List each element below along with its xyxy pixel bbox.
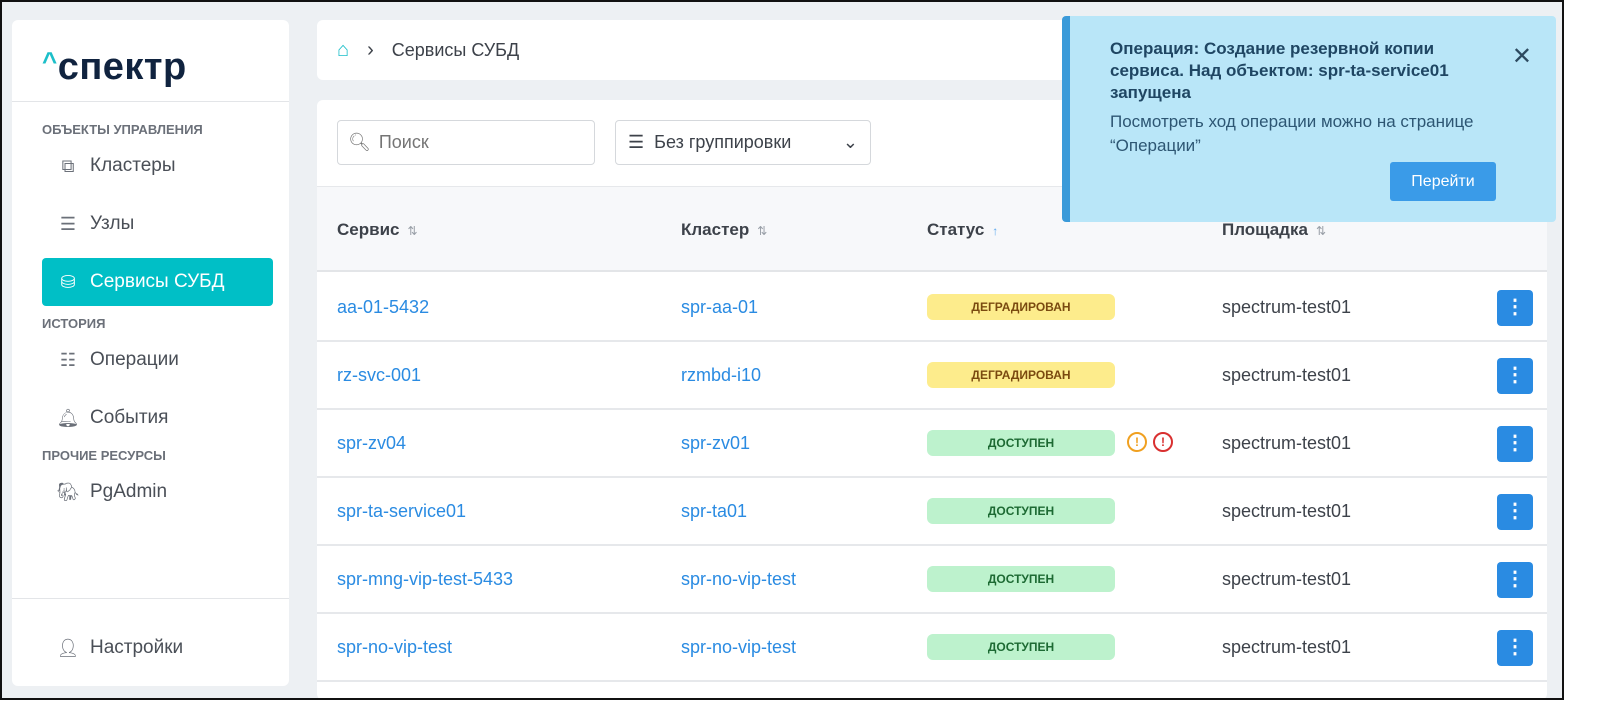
section-title: ИСТОРИЯ <box>42 316 106 331</box>
service-link[interactable]: spr-zv04 <box>337 433 407 453</box>
status-badge: ДОСТУПЕН <box>927 566 1115 592</box>
divider <box>12 598 289 599</box>
site-value: spectrum-test01 <box>1222 433 1352 453</box>
table-row: spr-no-vip-test spr-no-vip-test ДОСТУПЕН… <box>317 614 1547 682</box>
status-badge: ДЕГРАДИРОВАН <box>927 362 1115 388</box>
table-row: aa-01-5432 spr-aa-01 ДЕГРАДИРОВАН spectru… <box>317 274 1547 342</box>
list-icon: ☰ <box>628 132 645 152</box>
site-value: spectrum-test01 <box>1222 501 1352 521</box>
site-value: spectrum-test01 <box>1222 365 1352 385</box>
cluster-link[interactable]: spr-no-vip-test <box>681 637 797 657</box>
label: Операции <box>90 349 179 370</box>
section-title: ОБЪЕКТЫ УПРАВЛЕНИЯ <box>42 122 203 137</box>
table-row: spr-ta-service01 spr-ta01 ДОСТУПЕН spectr… <box>317 478 1547 546</box>
service-link[interactable]: spr-no-vip-test <box>337 637 453 657</box>
status-badge: ДОСТУПЕН <box>927 430 1115 456</box>
app-window: ^спектр ОБЪЕКТЫ УПРАВЛЕНИЯ ⧉ Кластеры ☰ Уз… <box>0 0 1564 700</box>
database-gear-icon: ⛁ <box>60 271 76 292</box>
site-value: spectrum-test01 <box>1222 569 1352 589</box>
row-menu-button[interactable]: ⋮ <box>1497 290 1533 326</box>
elephant-icon: 🐘︎ <box>56 481 80 502</box>
table-row: rz-svc-001 rzmbd-i10 ДЕГРАДИРОВАН spectru… <box>317 342 1547 410</box>
table-row: spr-zv04 spr-zv01 ДОСТУПЕН!! spectrum-tes… <box>317 410 1547 478</box>
sidebar-item-nodes[interactable]: ☰ Узлы <box>42 200 273 248</box>
row-menu-button[interactable]: ⋮ <box>1497 494 1533 530</box>
cluster-link[interactable]: spr-aa-01 <box>681 297 759 317</box>
row-menu-button[interactable]: ⋮ <box>1497 358 1533 394</box>
table-row: spr-mng-vip-test-5433 spr-no-vip-test ДО… <box>317 546 1547 614</box>
go-button[interactable]: Перейти <box>1390 162 1496 201</box>
breadcrumb-current: Сервисы СУБД <box>391 39 520 60</box>
header-status[interactable]: Статус ↑ <box>927 220 999 239</box>
row-menu-button[interactable]: ⋮ <box>1497 562 1533 598</box>
chevron-down-icon: ⌄ <box>842 132 858 152</box>
search-field[interactable]: 🔍︎ <box>337 120 595 165</box>
notification-toast: Операция: Создание резервной копии серви… <box>1062 16 1556 222</box>
cluster-link[interactable]: rzmbd-i10 <box>681 365 762 385</box>
grouping-value: Без группировки <box>654 132 792 152</box>
sidebar-item-settings[interactable]: 👤︎ Настройки <box>42 624 272 672</box>
sidebar: ^спектр ОБЪЕКТЫ УПРАВЛЕНИЯ ⧉ Кластеры ☰ Уз… <box>12 20 289 686</box>
row-menu-button[interactable]: ⋮ <box>1497 426 1533 462</box>
close-icon[interactable]: ✕ <box>1511 43 1532 70</box>
header-cluster[interactable]: Кластер ⇅ <box>681 220 768 239</box>
operations-icon: ☷ <box>59 349 77 370</box>
sidebar-item-operations[interactable]: ☷ Операции <box>42 336 273 384</box>
sort-icon: ⇅ <box>1315 224 1327 238</box>
label: PgAdmin <box>90 481 168 502</box>
service-link[interactable]: rz-svc-001 <box>337 365 422 385</box>
cluster-link[interactable]: spr-zv01 <box>681 433 751 453</box>
site-value: spectrum-test01 <box>1222 637 1352 657</box>
service-link[interactable]: aa-01-5432 <box>337 297 430 317</box>
logo-text: спектр <box>57 46 187 88</box>
toast-title: Операция: Создание резервной копии серви… <box>1110 39 1449 102</box>
header-site[interactable]: Площадка ⇅ <box>1222 220 1327 239</box>
sidebar-item-db-services[interactable]: ⛁ Сервисы СУБД <box>42 258 273 306</box>
sidebar-item-pgadmin[interactable]: 🐘︎ PgAdmin <box>42 468 273 516</box>
label: Узлы <box>90 213 135 234</box>
row-menu-button[interactable]: ⋮ <box>1497 630 1533 666</box>
section-title: ПРОЧИЕ РЕСУРСЫ <box>42 448 166 463</box>
cluster-link[interactable]: spr-no-vip-test <box>681 569 797 589</box>
search-input[interactable] <box>378 132 579 153</box>
header-service[interactable]: Сервис ⇅ <box>337 220 418 239</box>
label: Кластеры <box>90 155 176 176</box>
user-icon: 👤︎ <box>56 637 80 658</box>
sidebar-item-clusters[interactable]: ⧉ Кластеры <box>42 142 273 190</box>
cluster-icon: ⧉ <box>61 155 75 176</box>
toast-message: Посмотреть ход операции можно на страниц… <box>1110 112 1474 155</box>
label: События <box>90 407 169 428</box>
status-badge: ДЕГРАДИРОВАН <box>927 294 1115 320</box>
cluster-link[interactable]: spr-ta01 <box>681 501 748 521</box>
service-link[interactable]: spr-ta-service01 <box>337 501 467 521</box>
label: Настройки <box>90 637 184 658</box>
site-value: spectrum-test01 <box>1222 297 1352 317</box>
sort-icon: ⇅ <box>407 224 418 238</box>
sort-icon: ⇅ <box>757 224 768 238</box>
chevron-right-icon: › <box>367 38 374 61</box>
home-icon[interactable]: ⌂ <box>337 38 350 61</box>
error-icon[interactable]: ! <box>1153 432 1173 452</box>
status-badge: ДОСТУПЕН <box>927 634 1115 660</box>
search-icon: 🔍︎ <box>348 132 371 152</box>
service-link[interactable]: spr-mng-vip-test-5433 <box>337 569 514 589</box>
status-badge: ДОСТУПЕН <box>927 498 1115 524</box>
sidebar-item-events[interactable]: 🔔︎ События <box>42 394 273 442</box>
server-icon: ☰ <box>59 213 77 234</box>
sort-asc-icon: ↑ <box>992 224 999 238</box>
logo[interactable]: ^спектр <box>12 20 289 102</box>
warning-icon[interactable]: ! <box>1127 432 1147 452</box>
label: Сервисы СУБД <box>90 271 225 292</box>
grouping-select[interactable]: ☰ Без группировки ⌄ <box>615 120 871 165</box>
bell-icon: 🔔︎ <box>56 407 80 428</box>
